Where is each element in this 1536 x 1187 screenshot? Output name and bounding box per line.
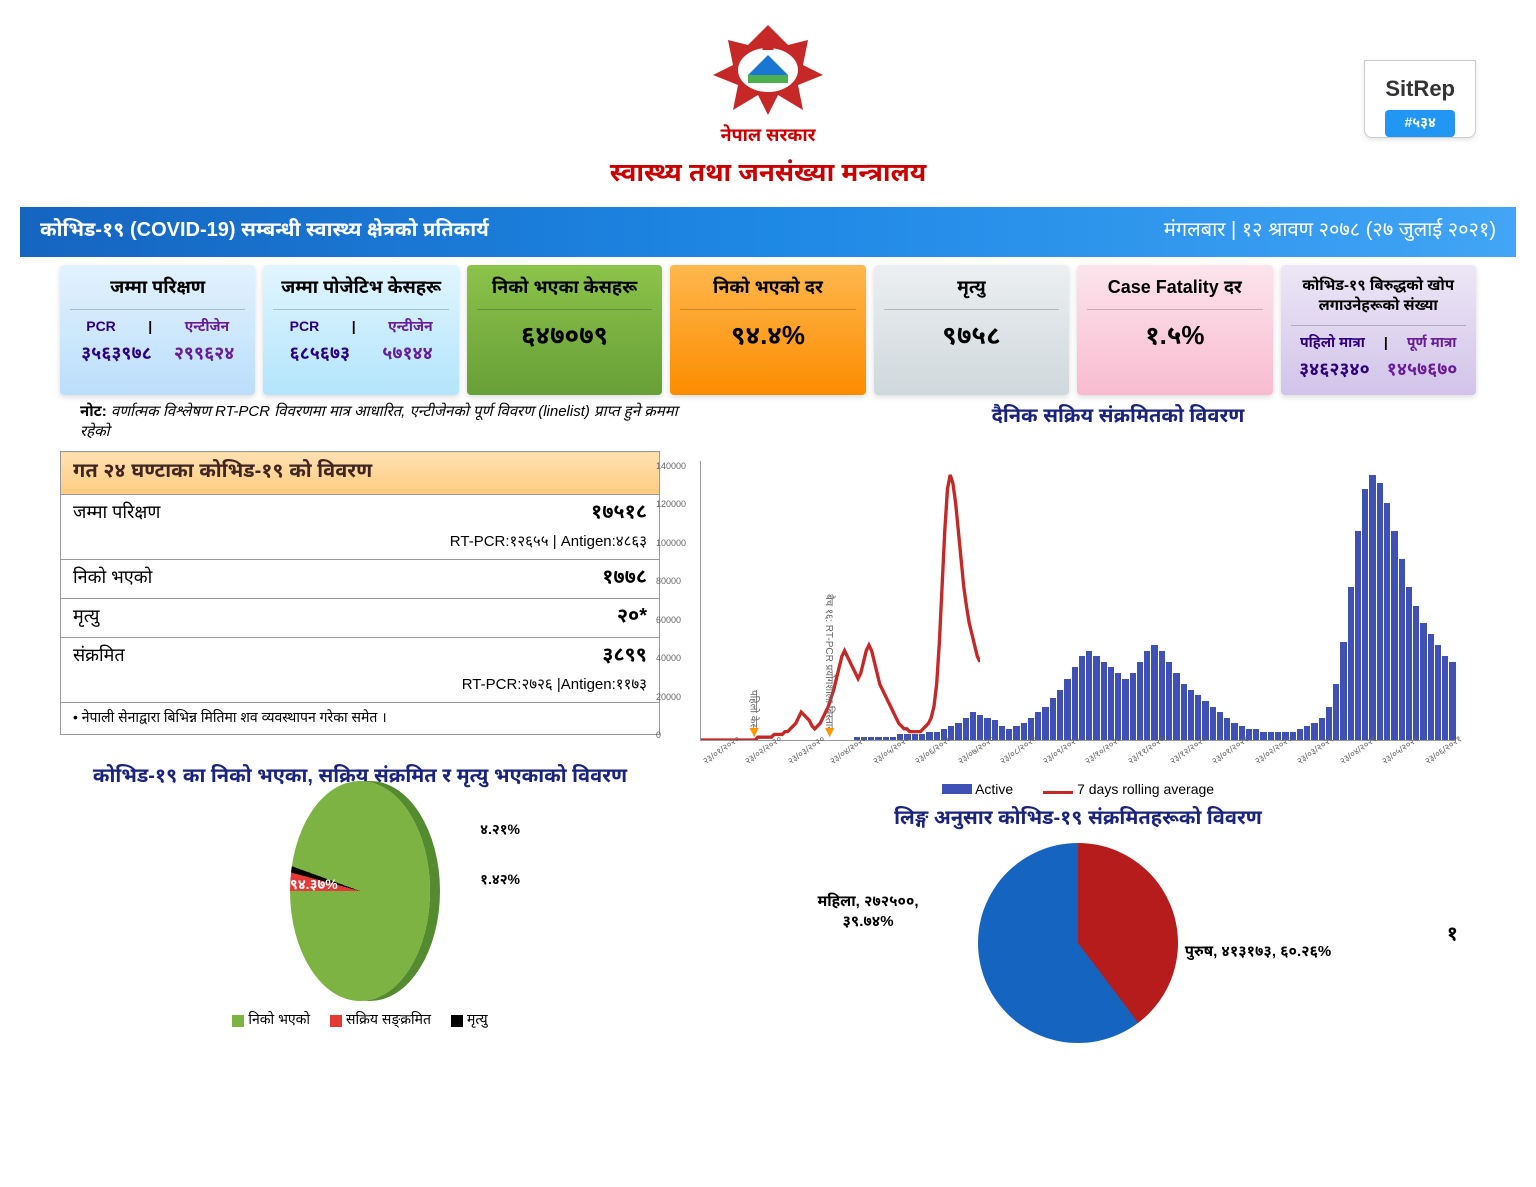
page-number: १ xyxy=(1447,923,1458,949)
active-chart-title: दैनिक सक्रिय संक्रमितको विवरण xyxy=(760,405,1476,441)
stat-deaths: मृत्यु ९७५८ xyxy=(874,265,1069,395)
x-axis: २३/०१/२०२०२३/०२/२०२०२३/०३/२०२०२३/०४/२०२०… xyxy=(701,758,1456,770)
sitrep-badge: SitRep #५३४ xyxy=(1364,60,1476,138)
stat-vaccinated: कोभिड-१९ बिरुद्धको खोप लगाउनेहरूको संख्य… xyxy=(1281,265,1476,395)
banner-title: कोभिड-१९ (COVID-19) सम्बन्धी स्वास्थ्य क… xyxy=(40,219,489,245)
male-label: पुरुष, ४१३१७३, ६०.२६% xyxy=(1178,943,1338,963)
pie2-title: लिङ्ग अनुसार कोभिड-१९ संक्रमितहरूको विवर… xyxy=(680,807,1476,833)
active-cases-chart: 020000400006000080000100000120000140000 … xyxy=(700,461,1456,741)
table-24h: गत २४ घण्टाका कोभिड-१९ को विवरण जम्मा पर… xyxy=(60,451,660,735)
gender-pie-chart: महिला, २७२५००, ३९.७४% पुरुष, ४१३१७३, ६०.… xyxy=(878,843,1278,1043)
recovery-pie-chart: ९४.३७% ४.२१% १.४२% xyxy=(220,801,500,1001)
sitrep-number: #५३४ xyxy=(1385,110,1455,137)
title-banner: कोभिड-१९ (COVID-19) सम्बन्धी स्वास्थ्य क… xyxy=(20,207,1516,257)
report-header: नेपाल सरकार स्वास्थ्य तथा जनसंख्या मन्त्… xyxy=(20,20,1516,192)
stat-positive-cases: जम्मा पोजेटिभ केसहरू PCR|एन्टीजेन ६८५६७३… xyxy=(263,265,458,395)
ministry-name: स्वास्थ्य तथा जनसंख्या मन्त्रालय xyxy=(20,157,1516,192)
stat-recovery-rate: निको भएको दर ९४.४% xyxy=(670,265,865,395)
note-text: नोट: वर्णात्मक विश्लेषण RT-PCR विवरणमा म… xyxy=(60,395,760,451)
active-chart-legend: Active 7 days rolling average xyxy=(680,781,1476,797)
stat-recovered: निको भएका केसहरू ६४७०७९ xyxy=(467,265,662,395)
table-24h-header: गत २४ घण्टाका कोभिड-१९ को विवरण xyxy=(61,452,660,495)
pie1-legend: निको भएको सक्रिय सङ्क्रमित मृत्यु xyxy=(60,1011,660,1030)
female-label: महिला, २७२५००, ३९.७४% xyxy=(798,893,938,933)
banner-date: मंगलबार | १२ श्रावण २०७८ (२७ जुलाई २०२१) xyxy=(1164,219,1496,245)
y-axis: 020000400006000080000100000120000140000 xyxy=(656,461,686,740)
government-label: नेपाल सरकार xyxy=(20,125,1516,149)
stats-row: जम्मा परिक्षण PCR|एन्टीजेन ३५६३९७८२९९६२४… xyxy=(20,265,1516,395)
stat-total-tests: जम्मा परिक्षण PCR|एन्टीजेन ३५६३९७८२९९६२४ xyxy=(60,265,255,395)
stat-cfr: Case Fatality दर १.५% xyxy=(1077,265,1272,395)
sitrep-title: SitRep xyxy=(1385,76,1455,102)
national-emblem xyxy=(703,20,833,120)
